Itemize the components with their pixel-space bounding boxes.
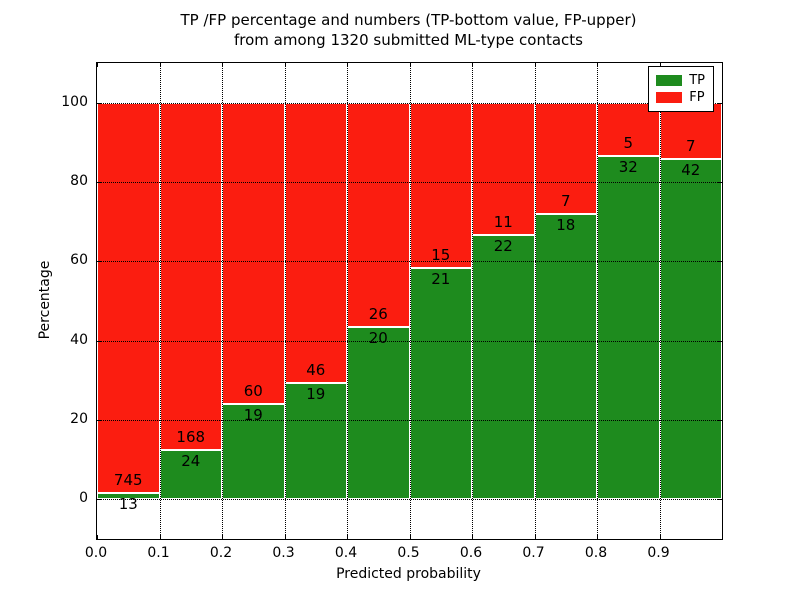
bar-label-tp: 21 bbox=[431, 269, 451, 288]
x-tick-label: 0.4 bbox=[334, 545, 358, 561]
x-tick-label: 0.7 bbox=[522, 545, 545, 561]
legend-item-fp: FP bbox=[656, 90, 705, 105]
bar-label-fp: 11 bbox=[493, 212, 513, 231]
bar-label-fp: 745 bbox=[113, 470, 143, 489]
y-tick-label: 100 bbox=[61, 93, 88, 110]
annotations-layer: 745 13 168 24 60 19 46 19 26 20 15 21 11 22 7 18 5 32 7 42 bbox=[97, 63, 722, 539]
x-tick-label: 0.1 bbox=[147, 545, 170, 561]
bar-label-fp: 7 bbox=[560, 191, 571, 210]
bar-label-fp: 15 bbox=[431, 245, 451, 264]
bar-label-tp: 32 bbox=[618, 158, 638, 177]
bar-segment-tp bbox=[284, 383, 347, 500]
bar-segment-fp bbox=[347, 102, 410, 327]
bar-segment-fp bbox=[659, 102, 722, 160]
bar-segment-tp bbox=[659, 159, 722, 500]
legend: TP FP bbox=[648, 66, 714, 112]
bar-segment-fp bbox=[159, 102, 222, 450]
y-axis-label: Percentage bbox=[37, 260, 53, 340]
bar-label-tp: 42 bbox=[681, 161, 701, 180]
x-tick-label: 0.8 bbox=[584, 545, 608, 561]
legend-label-fp: FP bbox=[689, 90, 705, 105]
bar-segment-fp bbox=[97, 102, 160, 493]
bar-label-tp: 22 bbox=[493, 236, 513, 255]
y-tick-label: 20 bbox=[70, 411, 88, 427]
tp-swatch-icon bbox=[656, 75, 683, 86]
chart-title: TP /FP percentage and numbers (TP-bottom… bbox=[96, 10, 721, 51]
legend-item-tp: TP bbox=[656, 73, 705, 88]
bar-segment-fp bbox=[409, 102, 472, 268]
x-tick-label: 0.5 bbox=[397, 545, 420, 561]
plot-area: 745 13 168 24 60 19 46 19 26 20 15 21 11 22 7 18 5 32 7 42 … bbox=[96, 62, 723, 540]
tick-mark bbox=[97, 535, 98, 539]
bar-segment-fp bbox=[472, 102, 535, 235]
x-tick-label: 0.3 bbox=[272, 545, 295, 561]
bar-label-tp: 19 bbox=[306, 385, 326, 404]
legend-label-tp: TP bbox=[689, 73, 705, 88]
bar-segment-tp bbox=[534, 213, 597, 500]
bar-label-tp: 20 bbox=[368, 328, 388, 347]
bar-label-fp: 7 bbox=[685, 137, 696, 156]
bar-segment-tp bbox=[597, 156, 660, 500]
bar-label-fp: 168 bbox=[176, 427, 206, 446]
bar-label-tp: 13 bbox=[118, 494, 138, 513]
bar-segment-fp bbox=[534, 102, 597, 214]
bar-label-tp: 24 bbox=[181, 451, 201, 470]
bar-segment-tp bbox=[347, 326, 410, 500]
bars-layer bbox=[97, 63, 722, 539]
bar-label-tp: 19 bbox=[243, 405, 263, 424]
y-tick-label: 80 bbox=[70, 173, 88, 189]
bar-label-fp: 46 bbox=[306, 361, 326, 380]
x-tick-label: 0.6 bbox=[459, 545, 483, 561]
bar-segment-fp bbox=[284, 102, 347, 384]
x-axis-label: Predicted probability bbox=[336, 566, 481, 582]
bar-label-fp: 26 bbox=[368, 304, 388, 323]
bar-segment-tp bbox=[222, 403, 285, 500]
y-tick-label: 40 bbox=[70, 331, 88, 348]
x-tick-label: 0.0 bbox=[84, 545, 108, 561]
y-tick-label: 60 bbox=[70, 252, 88, 269]
tick-mark bbox=[97, 63, 98, 67]
x-tick-label: 0.9 bbox=[647, 545, 670, 561]
bar-segment-tp bbox=[97, 492, 160, 500]
bar-label-tp: 18 bbox=[556, 215, 576, 234]
chart-title-line2: from among 1320 submitted ML-type contac… bbox=[234, 31, 583, 50]
bar-label-fp: 60 bbox=[243, 381, 263, 400]
chart-title-line1: TP /FP percentage and numbers (TP-bottom… bbox=[180, 11, 637, 29]
y-tick-label: 0 bbox=[79, 490, 88, 507]
fp-swatch-icon bbox=[656, 92, 683, 103]
bar-label-fp: 5 bbox=[623, 134, 634, 153]
x-tick-label: 0.2 bbox=[209, 545, 233, 561]
